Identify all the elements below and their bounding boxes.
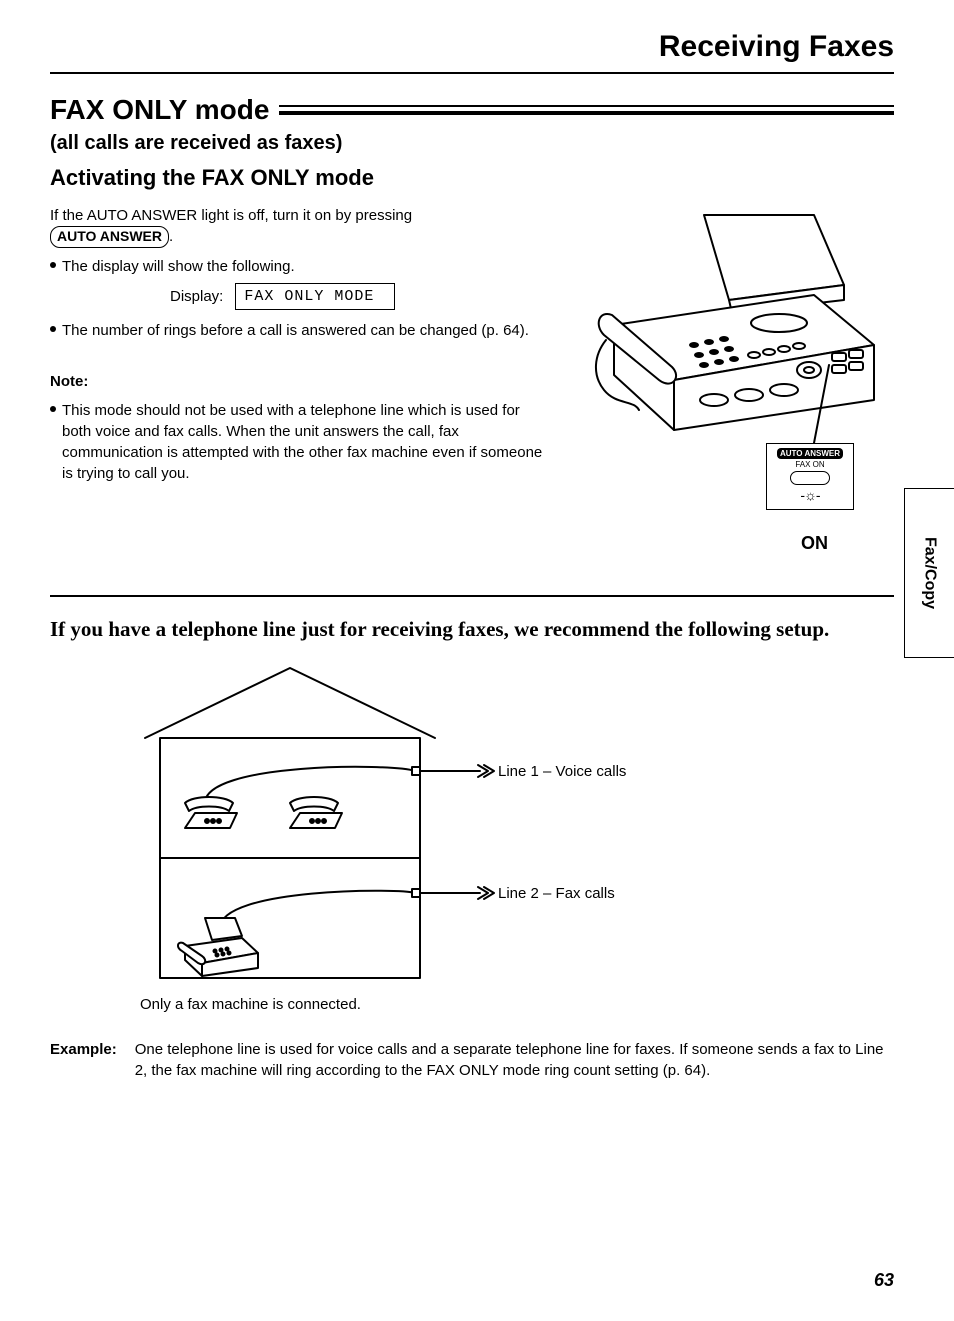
bullet-1-text: The display will show the following. <box>62 256 295 277</box>
house-setup-diagram: Line 1 – Voice calls Line 2 – Fax calls <box>140 663 700 983</box>
callout-faxon-label: FAX ON <box>771 460 849 469</box>
side-tab-label: Fax/Copy <box>921 537 939 609</box>
bullet-icon <box>50 326 56 332</box>
section-subheading: Activating the FAX ONLY mode <box>50 165 894 191</box>
house-caption: Only a fax machine is connected. <box>140 996 894 1013</box>
section-rule <box>279 105 894 115</box>
note-label: Note: <box>50 371 544 392</box>
bullet-2-text: The number of rings before a call is ans… <box>62 320 529 341</box>
callout-light-icon: -☼- <box>771 487 849 503</box>
fax-machine-illustration <box>564 205 894 455</box>
example-text: One telephone line is used for voice cal… <box>135 1039 894 1081</box>
line1-label: Line 1 – Voice calls <box>498 763 626 780</box>
page-number: 63 <box>874 1270 894 1291</box>
intro-period: . <box>169 228 173 245</box>
auto-answer-callout: AUTO ANSWER FAX ON -☼- <box>766 443 854 510</box>
recommendation-heading: If you have a telephone line just for re… <box>50 615 894 643</box>
section-subtitle: (all calls are received as faxes) <box>50 132 894 155</box>
auto-answer-button-label: AUTO ANSWER <box>50 226 169 248</box>
intro-text: If the AUTO ANSWER light is off, turn it… <box>50 205 544 248</box>
side-tab: Fax/Copy <box>904 488 954 658</box>
note-text: This mode should not be used with a tele… <box>62 400 544 484</box>
header-rule <box>50 72 894 74</box>
on-label: ON <box>801 533 828 554</box>
bullet-icon <box>50 406 56 412</box>
page-header-title: Receiving Faxes <box>50 30 894 64</box>
bullet-icon <box>50 262 56 268</box>
callout-button-shape <box>790 471 830 485</box>
display-value-box: FAX ONLY MODE <box>235 283 395 310</box>
display-label: Display: <box>170 286 223 307</box>
section-title: FAX ONLY mode <box>50 94 269 126</box>
example-label: Example: <box>50 1039 117 1081</box>
callout-pill-label: AUTO ANSWER <box>777 448 843 459</box>
line2-label: Line 2 – Fax calls <box>498 885 615 902</box>
intro-line1: If the AUTO ANSWER light is off, turn it… <box>50 207 412 224</box>
divider-rule <box>50 595 894 597</box>
